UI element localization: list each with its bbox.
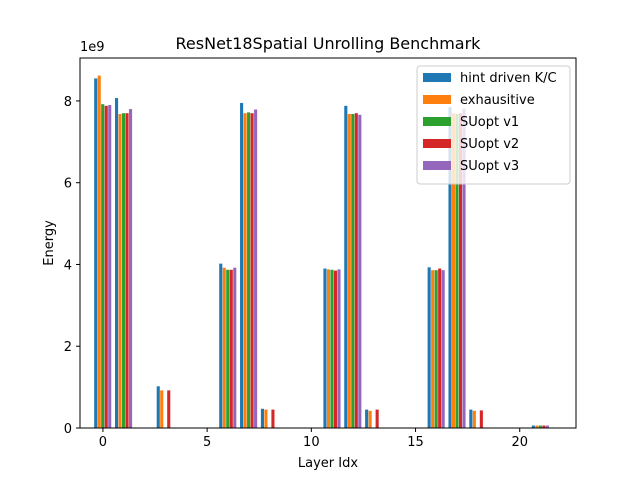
bar — [97, 75, 101, 428]
bar — [365, 409, 369, 428]
bar — [122, 113, 126, 429]
bar — [222, 267, 226, 428]
bar — [233, 267, 237, 428]
y-tick-label: 2 — [64, 340, 72, 355]
bar — [462, 108, 466, 428]
bar — [469, 409, 473, 428]
legend-label: SUopt v3 — [460, 159, 519, 174]
legend-swatch — [423, 139, 451, 148]
legend-label: SUopt v1 — [460, 115, 519, 130]
x-tick-label: 5 — [203, 435, 211, 450]
bar — [108, 105, 112, 428]
chart-title: ResNet18Spatial Unrolling Benchmark — [176, 34, 482, 53]
bar — [101, 104, 105, 428]
bar — [125, 113, 129, 429]
y-axis-ticks: 0 2 4 6 8 — [64, 95, 80, 437]
bar — [323, 268, 327, 428]
bar — [451, 113, 456, 429]
bar — [347, 114, 351, 428]
bar — [229, 269, 233, 428]
bar — [538, 425, 542, 428]
plot-frame — [79, 57, 577, 429]
bar — [271, 409, 275, 428]
bar — [167, 390, 171, 428]
bar — [243, 113, 247, 429]
bar — [545, 425, 549, 428]
y-tick-label: 0 — [64, 422, 72, 437]
bar — [115, 98, 119, 429]
bar — [219, 263, 223, 428]
bar — [455, 114, 459, 428]
bar — [250, 113, 254, 429]
y-tick-label: 8 — [64, 95, 72, 110]
bar — [375, 409, 379, 428]
bar — [94, 78, 98, 428]
legend-label: exhausitive — [460, 93, 535, 108]
bar — [427, 267, 431, 428]
bar — [254, 109, 258, 429]
bar — [264, 409, 268, 428]
bar — [129, 109, 133, 428]
x-tick-label: 20 — [511, 435, 528, 450]
bar — [441, 270, 445, 428]
bar — [160, 390, 164, 428]
legend-swatch — [423, 161, 451, 170]
legend-swatch — [423, 73, 451, 82]
y-tick-label: 6 — [64, 177, 72, 192]
bar — [118, 114, 122, 428]
bar — [226, 269, 230, 428]
bar — [458, 113, 463, 429]
bar — [326, 269, 331, 428]
bar — [333, 270, 338, 428]
bar — [531, 425, 535, 428]
bar — [344, 105, 348, 428]
bar — [156, 386, 160, 428]
bars-group — [94, 75, 549, 429]
bar — [260, 408, 264, 428]
bar — [472, 410, 476, 428]
x-tick-label: 15 — [407, 435, 424, 450]
bar — [351, 114, 355, 428]
bar — [104, 105, 108, 428]
x-axis-label: Layer Idx — [298, 456, 358, 471]
bar — [479, 410, 483, 428]
bar — [354, 113, 358, 429]
bar — [431, 270, 435, 428]
bar — [434, 270, 438, 428]
y-scale-label: 1e9 — [80, 40, 105, 55]
bar — [535, 425, 539, 428]
legend: hint driven K/C exhausitive SUopt v1 SUopt … — [416, 65, 571, 185]
x-tick-label: 10 — [303, 435, 320, 450]
bar — [542, 425, 546, 428]
legend-swatch — [423, 95, 451, 104]
x-axis-ticks: 0 5 10 15 20 — [99, 428, 528, 450]
legend-label: SUopt v2 — [460, 137, 519, 152]
y-axis-label: Energy — [42, 220, 57, 266]
bar — [438, 268, 442, 428]
bar — [247, 112, 251, 428]
bar — [240, 102, 244, 428]
bar — [368, 410, 372, 428]
bar — [358, 114, 362, 428]
legend-box — [416, 65, 571, 185]
bar — [330, 269, 334, 428]
y-tick-label: 4 — [64, 258, 72, 273]
x-tick-label: 0 — [99, 435, 107, 450]
legend-label: hint driven K/C — [460, 71, 557, 86]
bar — [448, 107, 452, 428]
legend-swatch — [423, 117, 451, 126]
bar — [337, 269, 341, 428]
